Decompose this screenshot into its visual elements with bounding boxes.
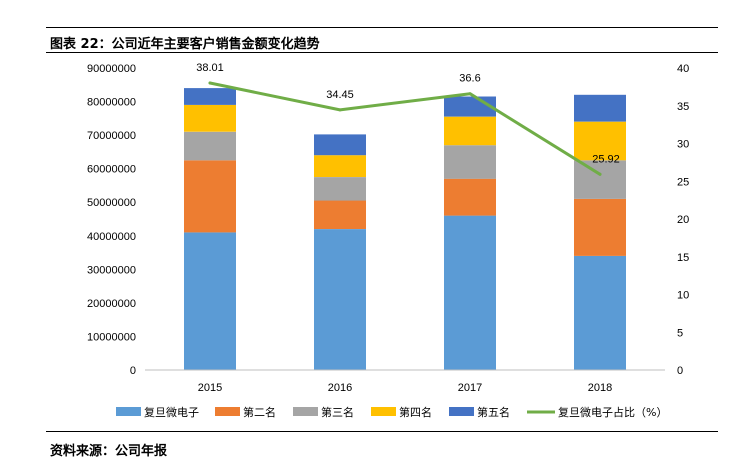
y-right-tick-30: 30 — [677, 139, 689, 151]
legend-label-4: 第四名 — [399, 405, 432, 419]
bar-2018-series-5 — [574, 94, 626, 122]
share-data-label-2015: 38.01 — [196, 62, 224, 74]
share-data-label-2018: 25.92 — [592, 153, 620, 165]
y-left-tick-40000000: 40000000 — [87, 231, 136, 243]
share-point-2016 — [338, 108, 342, 112]
figure-source: 资料来源：公司年报 — [50, 444, 168, 459]
y-right-tick-40: 40 — [677, 63, 689, 75]
bar-2018-series-1 — [574, 255, 626, 370]
y-right-tick-0: 0 — [677, 365, 683, 377]
y-left-tick-90000000: 90000000 — [87, 63, 136, 75]
legend-swatch-3 — [293, 407, 318, 416]
legend-swatch-4 — [371, 407, 396, 416]
legend-label-2: 第二名 — [243, 405, 276, 419]
y-left-tick-70000000: 70000000 — [87, 130, 136, 142]
y-right-tick-35: 35 — [677, 101, 689, 113]
bar-2017-series-3 — [444, 145, 496, 179]
bar-2016-series-1 — [314, 229, 366, 370]
y-right-tick-25: 25 — [677, 176, 689, 188]
share-line — [208, 81, 602, 176]
legend-swatch-1 — [116, 407, 141, 416]
y-left-tick-60000000: 60000000 — [87, 164, 136, 176]
y-left-tick-80000000: 80000000 — [87, 97, 136, 109]
bar-2015-series-5 — [184, 88, 236, 105]
legend-label-3: 第三名 — [321, 405, 354, 419]
bar-2016-series-5 — [314, 134, 366, 156]
legend-label-1: 复旦微电子 — [144, 405, 199, 419]
title-rule — [46, 52, 718, 53]
share-data-label-2016: 34.45 — [326, 89, 354, 101]
x-tick-label-2015: 2015 — [198, 382, 222, 394]
y-left-tick-30000000: 30000000 — [87, 264, 136, 276]
legend-label-5: 第五名 — [477, 405, 510, 419]
top-rule — [46, 27, 718, 28]
bar-2015-series-2 — [184, 160, 236, 233]
x-tick-label-2017: 2017 — [458, 382, 482, 394]
y-left-tick-50000000: 50000000 — [87, 197, 136, 209]
share-data-label-2017: 36.6 — [459, 73, 480, 85]
share-point-2018 — [598, 172, 602, 176]
bar-2018-series-3 — [574, 160, 626, 199]
legend-label-line: 复旦微电子占比（%） — [558, 405, 667, 419]
y-right-tick-5: 5 — [677, 327, 683, 339]
y-right-tick-20: 20 — [677, 214, 689, 226]
bar-2017-series-1 — [444, 215, 496, 370]
bar-2015-series-3 — [184, 131, 236, 161]
bar-2018-series-2 — [574, 198, 626, 256]
legend-swatch-2 — [215, 407, 240, 416]
y-right-tick-15: 15 — [677, 252, 689, 264]
x-tick-label-2016: 2016 — [328, 382, 352, 394]
source-rule — [46, 431, 718, 432]
y-left-tick-10000000: 10000000 — [87, 331, 136, 343]
x-tick-label-2018: 2018 — [588, 382, 612, 394]
bar-2016-series-2 — [314, 200, 366, 229]
bar-2016-series-3 — [314, 177, 366, 201]
y-left-tick-0: 0 — [130, 365, 136, 377]
bar-2016-series-4 — [314, 155, 366, 177]
y-left-tick-20000000: 20000000 — [87, 298, 136, 310]
figure-title: 图表 22：公司近年主要客户销售金额变化趋势 — [50, 37, 320, 52]
y-right-tick-10: 10 — [677, 290, 689, 302]
share-point-2017 — [468, 92, 472, 96]
legend-swatch-5 — [449, 407, 474, 416]
bar-2017-series-2 — [444, 178, 496, 216]
share-point-2015 — [208, 81, 212, 85]
bar-2015-series-4 — [184, 104, 236, 132]
bar-2015-series-1 — [184, 232, 236, 370]
bar-2017-series-4 — [444, 116, 496, 146]
bar-2018-series-4 — [574, 121, 626, 161]
